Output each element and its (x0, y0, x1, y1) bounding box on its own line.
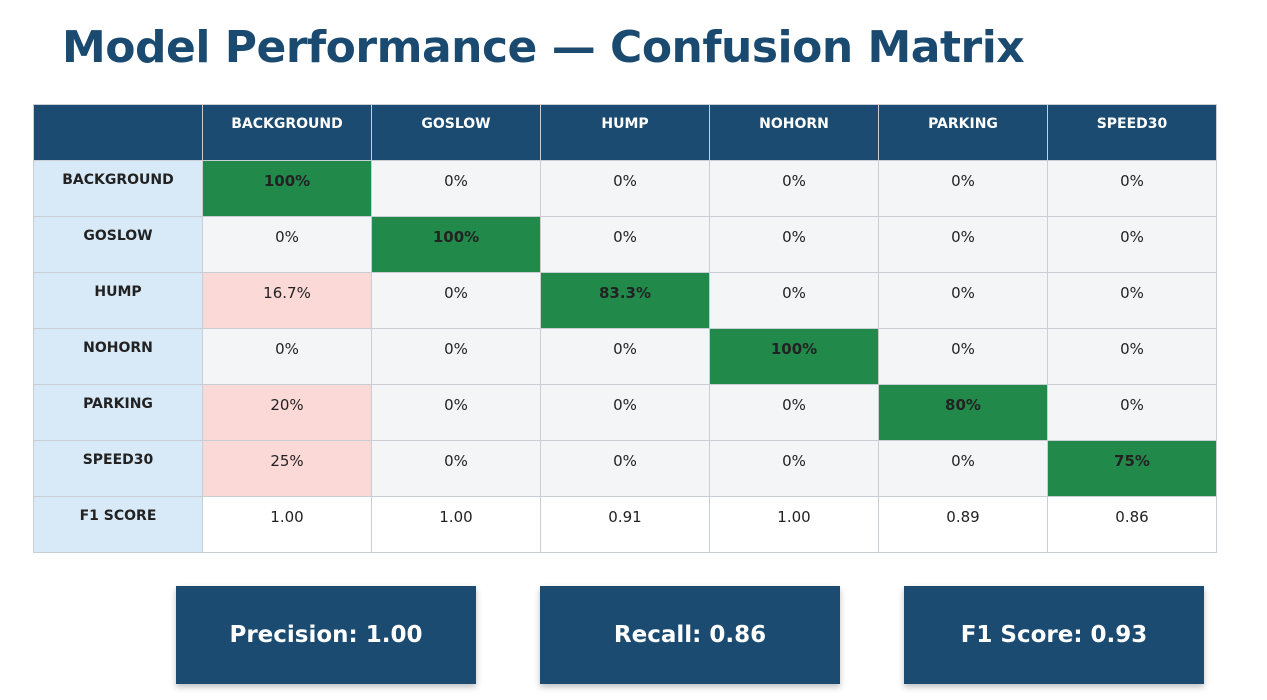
matrix-cell: 0% (1047, 160, 1217, 217)
matrix-cell: 0% (540, 216, 710, 273)
row-header-parking: PARKING (33, 384, 203, 441)
f1-score-cell: 1.00 (709, 496, 879, 553)
matrix-cell-diagonal: 100% (371, 216, 541, 273)
column-header-goslow: GOSLOW (371, 104, 541, 161)
matrix-cell: 0% (709, 384, 879, 441)
matrix-cell: 0% (878, 216, 1048, 273)
matrix-cell-diagonal: 83.3% (540, 272, 710, 329)
matrix-cell-diagonal: 75% (1047, 440, 1217, 497)
matrix-cell: 0% (202, 216, 372, 273)
table-header-row: BACKGROUND GOSLOW HUMP NOHORN PARKING SPEED30 (33, 104, 1217, 161)
row-header-background: BACKGROUND (33, 160, 203, 217)
row-header-speed30: SPEED30 (33, 440, 203, 497)
matrix-cell: 25% (202, 440, 372, 497)
matrix-cell: 0% (1047, 384, 1217, 441)
recall-card: Recall: 0.86 (540, 586, 840, 684)
table-row: HUMP 16.7% 0% 83.3% 0% 0% 0% (33, 272, 1217, 329)
matrix-cell: 0% (878, 328, 1048, 385)
matrix-cell: 0% (371, 440, 541, 497)
column-header-hump: HUMP (540, 104, 710, 161)
matrix-cell: 16.7% (202, 272, 372, 329)
confusion-matrix-table: BACKGROUND GOSLOW HUMP NOHORN PARKING SPEED30… (33, 104, 1217, 553)
matrix-cell: 20% (202, 384, 372, 441)
f1-score-cell: 0.86 (1047, 496, 1217, 553)
f1-score-cell: 0.91 (540, 496, 710, 553)
f1-score-cell: 1.00 (202, 496, 372, 553)
table-body: BACKGROUND 100% 0% 0% 0% 0% 0% GOSLOW 0% 100% 0% 0%… (33, 160, 1217, 553)
matrix-cell: 0% (371, 272, 541, 329)
matrix-cell: 0% (878, 440, 1048, 497)
row-header-goslow: GOSLOW (33, 216, 203, 273)
matrix-cell: 0% (540, 384, 710, 441)
matrix-cell: 0% (1047, 272, 1217, 329)
matrix-cell: 0% (878, 160, 1048, 217)
f1-score-cell: 0.89 (878, 496, 1048, 553)
corner-cell (33, 104, 203, 161)
column-header-background: BACKGROUND (202, 104, 372, 161)
matrix-cell: 0% (371, 160, 541, 217)
matrix-cell: 0% (709, 272, 879, 329)
precision-card: Precision: 1.00 (176, 586, 476, 684)
row-header-nohorn: NOHORN (33, 328, 203, 385)
column-header-parking: PARKING (878, 104, 1048, 161)
matrix-cell: 0% (202, 328, 372, 385)
table-row: GOSLOW 0% 100% 0% 0% 0% 0% (33, 216, 1217, 273)
matrix-cell-diagonal: 100% (202, 160, 372, 217)
table-row: NOHORN 0% 0% 0% 100% 0% 0% (33, 328, 1217, 385)
matrix-cell: 0% (540, 328, 710, 385)
matrix-cell: 0% (1047, 328, 1217, 385)
column-header-speed30: SPEED30 (1047, 104, 1217, 161)
table-row: PARKING 20% 0% 0% 0% 80% 0% (33, 384, 1217, 441)
matrix-cell: 0% (709, 440, 879, 497)
matrix-cell: 0% (1047, 216, 1217, 273)
table-row: SPEED30 25% 0% 0% 0% 0% 75% (33, 440, 1217, 497)
matrix-cell: 0% (878, 272, 1048, 329)
matrix-cell-diagonal: 80% (878, 384, 1048, 441)
matrix-cell: 0% (540, 440, 710, 497)
matrix-cell: 0% (709, 160, 879, 217)
f1-score-cell: 1.00 (371, 496, 541, 553)
table-row: BACKGROUND 100% 0% 0% 0% 0% 0% (33, 160, 1217, 217)
row-header-hump: HUMP (33, 272, 203, 329)
page-title: Model Performance — Confusion Matrix (62, 22, 1025, 73)
row-header-f1-score: F1 SCORE (33, 496, 203, 553)
matrix-cell: 0% (371, 328, 541, 385)
matrix-cell: 0% (371, 384, 541, 441)
matrix-cell-diagonal: 100% (709, 328, 879, 385)
matrix-cell: 0% (709, 216, 879, 273)
f1-score-row: F1 SCORE 1.00 1.00 0.91 1.00 0.89 0.86 (33, 496, 1217, 553)
matrix-cell: 0% (540, 160, 710, 217)
column-header-nohorn: NOHORN (709, 104, 879, 161)
f1-score-card: F1 Score: 0.93 (904, 586, 1204, 684)
